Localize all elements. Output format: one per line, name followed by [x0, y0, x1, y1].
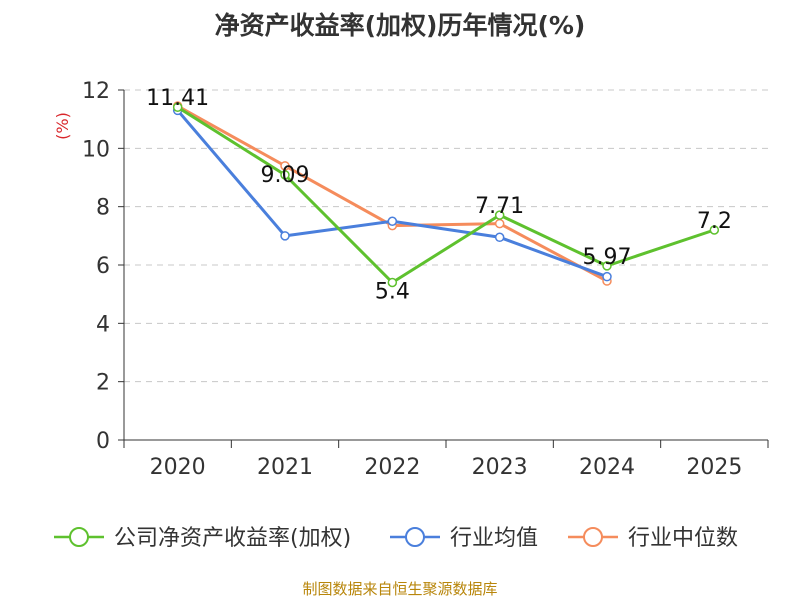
x-tick-label-2020: 2020	[150, 455, 206, 480]
data-label-2020: 11.41	[146, 86, 209, 111]
data-label-2023: 7.71	[475, 194, 524, 219]
legend-marker-1	[405, 527, 425, 547]
legend-marker-2	[583, 527, 603, 547]
data-point-0-2023	[494, 210, 505, 220]
y-tick-label-8: 8	[96, 196, 110, 221]
x-tick-label-2023: 2023	[472, 455, 528, 480]
y-tick-label-6: 6	[96, 254, 110, 279]
x-tick-label-2025: 2025	[686, 455, 742, 480]
legend-marker-0	[69, 527, 89, 547]
y-tick-label-0: 0	[96, 429, 110, 454]
data-label-2021: 9.09	[261, 163, 310, 188]
y-tick-label-10: 10	[82, 137, 110, 162]
grid-lines	[124, 89, 768, 383]
source-note: 制图数据来自恒生聚源数据库	[302, 580, 497, 598]
y-tick-label-12: 12	[82, 79, 110, 104]
x-tick-label-2021: 2021	[257, 455, 313, 480]
data-point-1-2023	[494, 232, 505, 243]
legend-label-0: 公司净资产收益率(加权)	[114, 526, 351, 551]
legend-label-1: 行业均值	[450, 526, 538, 551]
data-point-1-2022	[387, 216, 398, 226]
data-label-2024: 5.97	[583, 245, 632, 270]
data-labels: 11.41 9.09 5.4 7.71 5.97 7.2	[146, 86, 732, 304]
x-tick-label-2024: 2024	[579, 455, 635, 480]
legend-label-2: 行业中位数	[628, 526, 738, 551]
series-line-0	[176, 105, 715, 284]
data-point-2-2021	[280, 161, 290, 171]
series-line-1	[176, 109, 608, 279]
axes: 0 2 4 6 8 10 12 2020 2021 2022 2023 2024 2025	[82, 79, 769, 480]
data-point-0-2024	[602, 261, 612, 271]
y-tick-label-4: 4	[96, 312, 110, 337]
data-point-0-2025	[709, 225, 720, 235]
data-point-1-2024	[602, 271, 612, 282]
series-group	[172, 101, 720, 288]
data-point-2-2023	[494, 218, 505, 229]
series-line-2	[176, 104, 608, 283]
legend: 公司净资产收益率(加权) 行业均值 行业中位数	[54, 526, 738, 551]
y-tick-label-2: 2	[96, 371, 110, 396]
data-point-0-2022	[387, 277, 398, 288]
data-point-1-2021	[280, 231, 290, 241]
chart-title: 净资产收益率(加权)历年情况(%)	[215, 11, 586, 40]
data-point-0-2021	[280, 170, 290, 180]
data-label-2025: 7.2	[697, 209, 732, 234]
y-axis-label: (%)	[53, 112, 72, 140]
data-point-0-2020	[172, 102, 183, 112]
x-tick-label-2022: 2022	[364, 455, 420, 480]
data-label-2022: 5.4	[375, 280, 410, 305]
